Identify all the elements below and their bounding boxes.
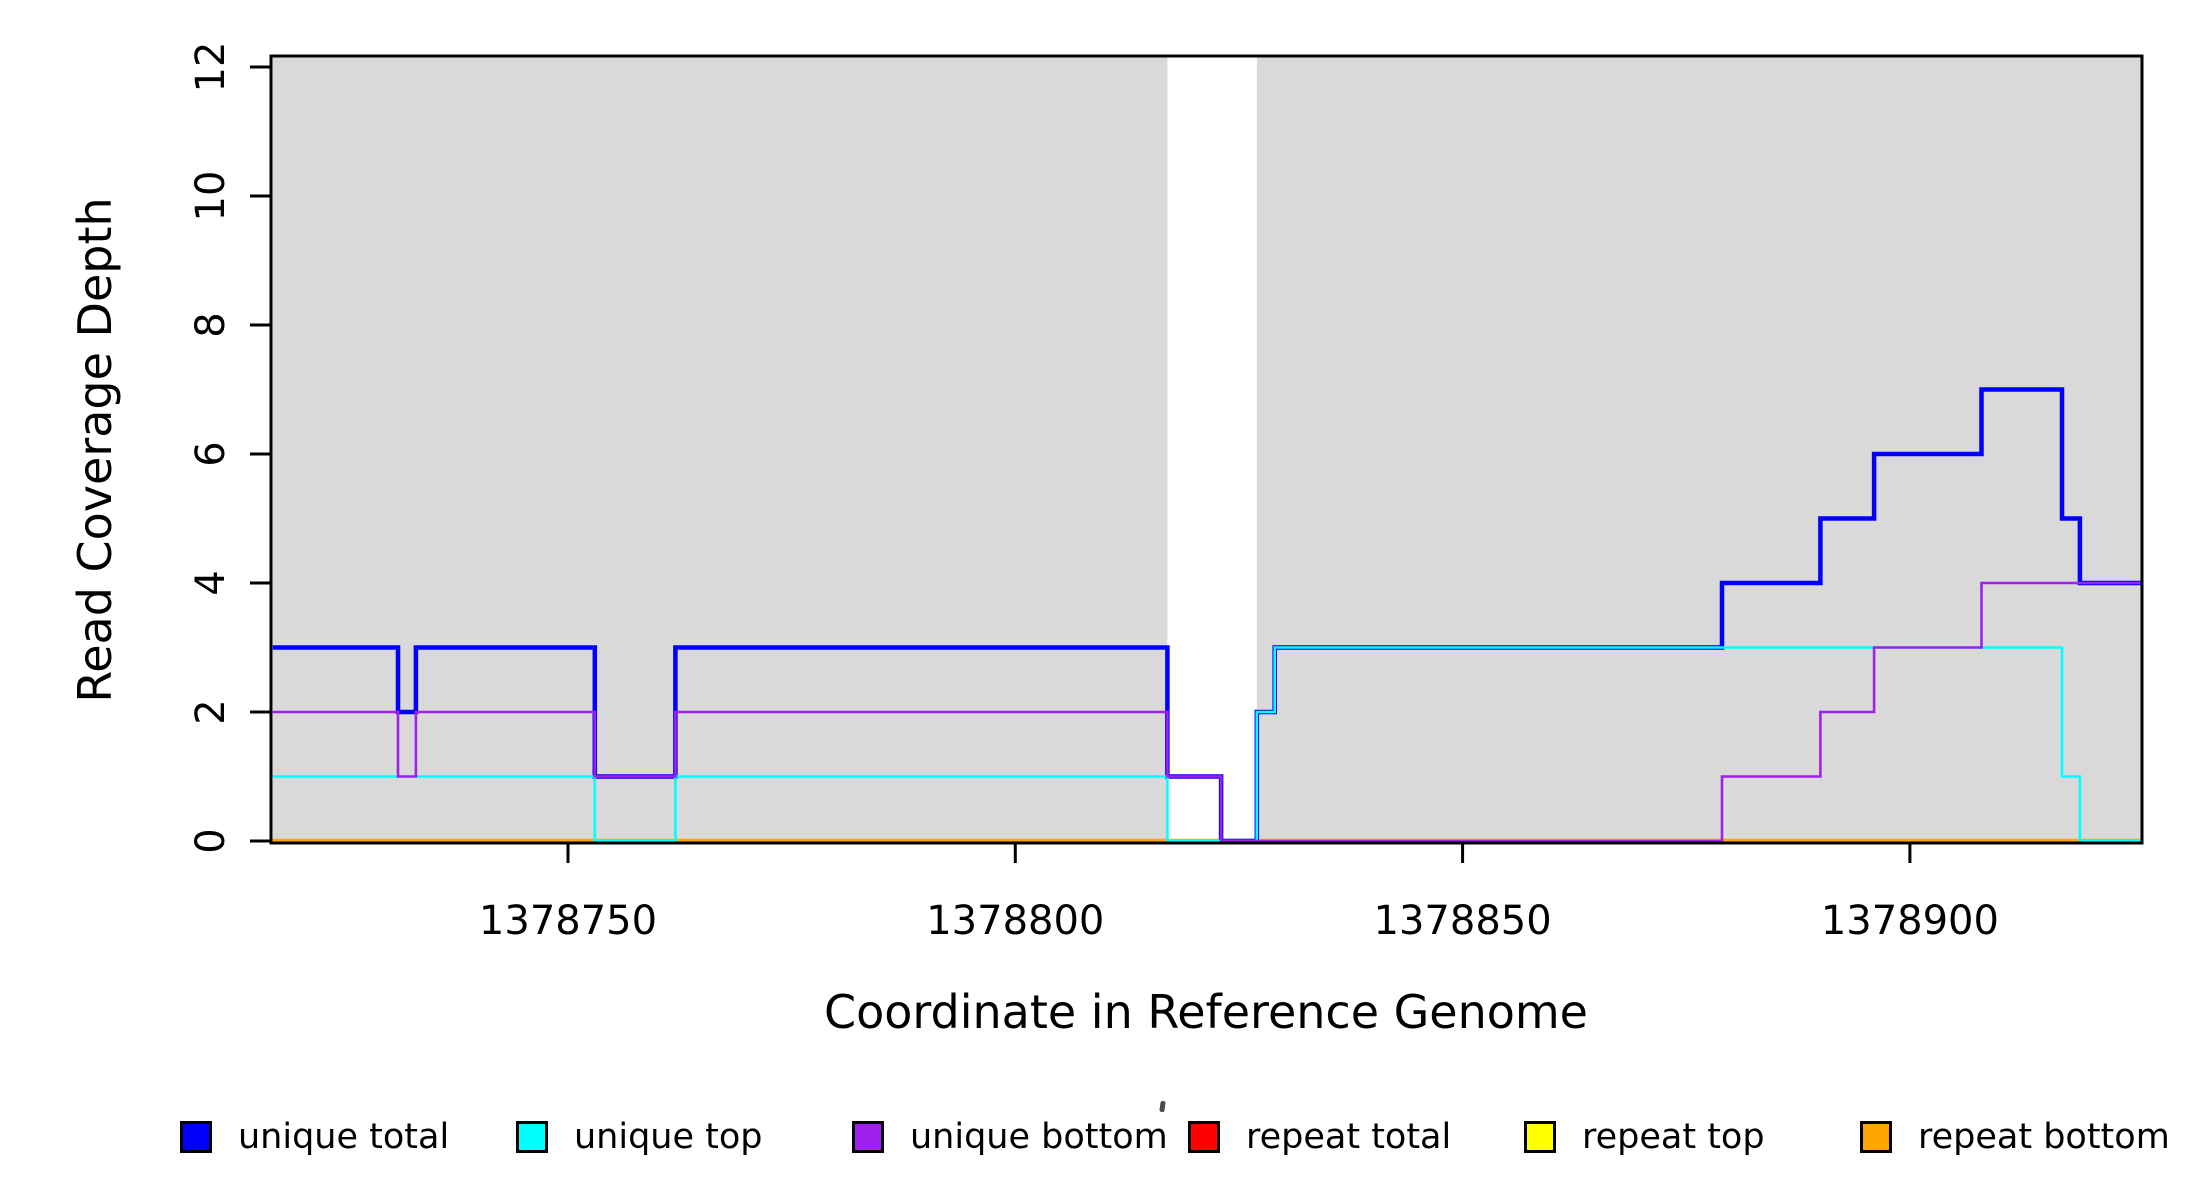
x-tick-label: 1378850 (1374, 898, 1552, 944)
y-tick-label: 0 (188, 828, 234, 853)
y-tick-label: 12 (188, 42, 234, 93)
x-tick-label: 1378750 (479, 898, 657, 944)
y-tick-label: 2 (188, 699, 234, 724)
x-tick-label: 1378800 (926, 898, 1104, 944)
y-tick-label: 10 (188, 171, 234, 222)
y-tick-label: 4 (188, 570, 234, 595)
x-axis-title: Coordinate in Reference Genome (824, 985, 1588, 1039)
shaded-band-right (1256, 57, 2141, 842)
shaded-band-left (272, 57, 1168, 842)
series-unique-bottom-line (272, 581, 2143, 843)
plot-border (269, 54, 2144, 845)
y-axis: 0 2 4 6 8 10 12 (188, 42, 271, 854)
y-tick-label: 6 (188, 441, 234, 466)
y-tick-label: 8 (188, 312, 234, 337)
x-tick-label: 1378900 (1821, 898, 1999, 944)
x-axis: 1378750 1378800 1378850 1378900 (479, 843, 1999, 944)
series-unique-top-line (272, 646, 2143, 843)
y-axis-title: Read Coverage Depth (68, 197, 122, 703)
